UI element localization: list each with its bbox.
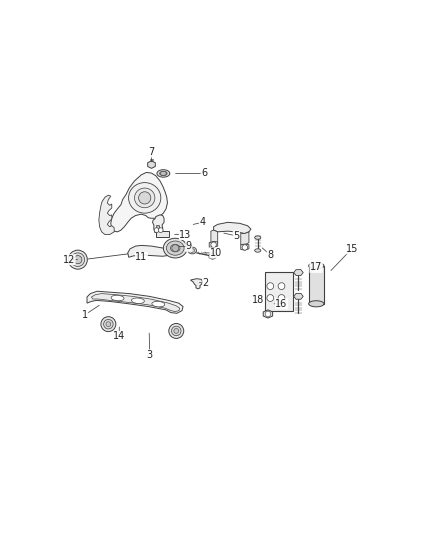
- Ellipse shape: [159, 171, 167, 176]
- Text: 17: 17: [310, 262, 322, 272]
- Bar: [156, 231, 170, 237]
- Ellipse shape: [129, 183, 161, 213]
- Text: 10: 10: [210, 248, 222, 258]
- Text: 16: 16: [276, 299, 288, 309]
- Circle shape: [278, 295, 285, 302]
- Circle shape: [138, 192, 151, 204]
- Polygon shape: [128, 245, 172, 257]
- Polygon shape: [294, 270, 303, 276]
- Polygon shape: [241, 244, 249, 250]
- Text: 11: 11: [135, 252, 148, 262]
- Circle shape: [242, 245, 247, 250]
- Ellipse shape: [309, 301, 324, 307]
- Circle shape: [169, 324, 184, 338]
- Text: 12: 12: [63, 255, 75, 265]
- Polygon shape: [152, 215, 164, 232]
- Text: 15: 15: [346, 244, 358, 254]
- Ellipse shape: [166, 241, 184, 255]
- Polygon shape: [211, 230, 218, 245]
- Circle shape: [106, 322, 111, 327]
- Circle shape: [174, 328, 179, 333]
- Ellipse shape: [134, 188, 155, 208]
- Bar: [265, 271, 293, 311]
- Text: 5: 5: [233, 231, 240, 241]
- Text: 6: 6: [201, 168, 207, 179]
- Ellipse shape: [152, 301, 165, 307]
- Bar: [309, 266, 324, 304]
- Circle shape: [71, 253, 85, 266]
- Text: 14: 14: [113, 332, 125, 341]
- Text: 8: 8: [267, 250, 273, 260]
- Ellipse shape: [157, 169, 170, 177]
- Polygon shape: [209, 253, 216, 260]
- Ellipse shape: [170, 245, 180, 252]
- Circle shape: [154, 228, 159, 232]
- Circle shape: [172, 326, 181, 336]
- Polygon shape: [148, 161, 155, 168]
- Text: 3: 3: [147, 350, 153, 360]
- Polygon shape: [111, 172, 167, 232]
- Circle shape: [101, 317, 116, 332]
- Text: 2: 2: [203, 278, 209, 288]
- Polygon shape: [87, 291, 183, 313]
- Ellipse shape: [163, 238, 187, 258]
- Circle shape: [104, 319, 113, 329]
- Ellipse shape: [188, 247, 197, 254]
- Text: 7: 7: [148, 147, 155, 157]
- Polygon shape: [241, 232, 249, 245]
- Text: 1: 1: [81, 310, 88, 320]
- Text: 18: 18: [251, 295, 264, 305]
- Circle shape: [211, 242, 216, 247]
- Ellipse shape: [111, 295, 124, 301]
- Circle shape: [267, 282, 274, 289]
- Ellipse shape: [190, 248, 194, 252]
- Polygon shape: [92, 294, 180, 312]
- Circle shape: [74, 256, 82, 264]
- Polygon shape: [214, 222, 251, 233]
- Polygon shape: [294, 293, 303, 299]
- Text: 13: 13: [179, 230, 191, 239]
- Ellipse shape: [254, 249, 261, 252]
- Polygon shape: [99, 195, 114, 235]
- Polygon shape: [263, 310, 272, 318]
- Ellipse shape: [131, 298, 145, 303]
- Circle shape: [267, 295, 274, 302]
- Circle shape: [265, 311, 271, 317]
- Circle shape: [158, 228, 163, 232]
- Ellipse shape: [254, 236, 261, 239]
- Text: 4: 4: [199, 217, 205, 227]
- Polygon shape: [160, 172, 167, 175]
- Circle shape: [172, 245, 179, 252]
- Polygon shape: [209, 241, 218, 247]
- Polygon shape: [191, 279, 203, 289]
- Text: 9: 9: [186, 241, 192, 252]
- Circle shape: [278, 282, 285, 289]
- Ellipse shape: [309, 263, 324, 269]
- Circle shape: [68, 250, 87, 269]
